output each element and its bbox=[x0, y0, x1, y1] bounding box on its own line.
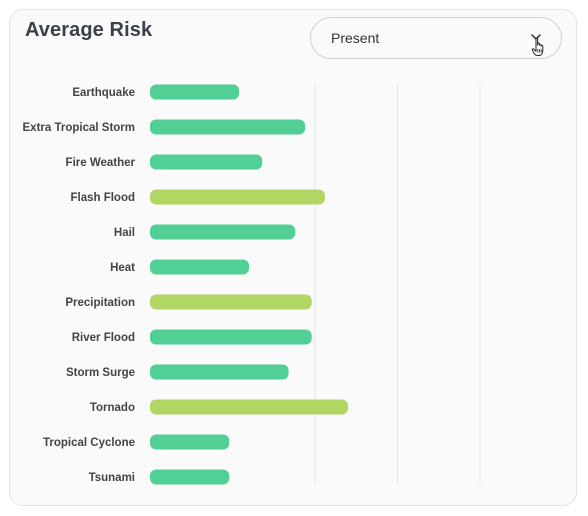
risk-bar[interactable] bbox=[150, 154, 263, 170]
category-label: Fire Weather bbox=[66, 157, 136, 169]
risk-bar[interactable] bbox=[150, 189, 325, 205]
category-label: River Flood bbox=[72, 332, 135, 344]
risk-bar[interactable] bbox=[150, 119, 306, 135]
card-title: Average Risk bbox=[25, 19, 153, 41]
risk-bar[interactable] bbox=[150, 294, 312, 310]
category-label: Flash Flood bbox=[70, 192, 135, 204]
risk-bar[interactable] bbox=[150, 434, 230, 450]
hand-pointer-icon bbox=[531, 37, 544, 56]
risk-bar[interactable] bbox=[150, 84, 240, 100]
category-label: Hail bbox=[114, 227, 135, 239]
risk-bar[interactable] bbox=[150, 259, 249, 275]
risk-bar[interactable] bbox=[150, 364, 289, 380]
dropdown-selected-value: Present bbox=[331, 30, 380, 46]
risk-bar[interactable] bbox=[150, 224, 296, 240]
category-label: Earthquake bbox=[72, 87, 135, 99]
risk-bar[interactable] bbox=[150, 399, 348, 415]
average-risk-card: Average Risk Present bbox=[9, 9, 577, 506]
category-label: Heat bbox=[110, 262, 135, 274]
risk-bar[interactable] bbox=[150, 469, 230, 485]
category-label: Tropical Cyclone bbox=[43, 437, 135, 449]
category-label: Storm Surge bbox=[66, 367, 135, 379]
risk-bar[interactable] bbox=[150, 329, 312, 345]
category-label: Precipitation bbox=[65, 297, 135, 309]
category-label: Extra Tropical Storm bbox=[23, 122, 135, 134]
category-label: Tsunami bbox=[89, 472, 135, 484]
category-label: Tornado bbox=[90, 402, 135, 414]
